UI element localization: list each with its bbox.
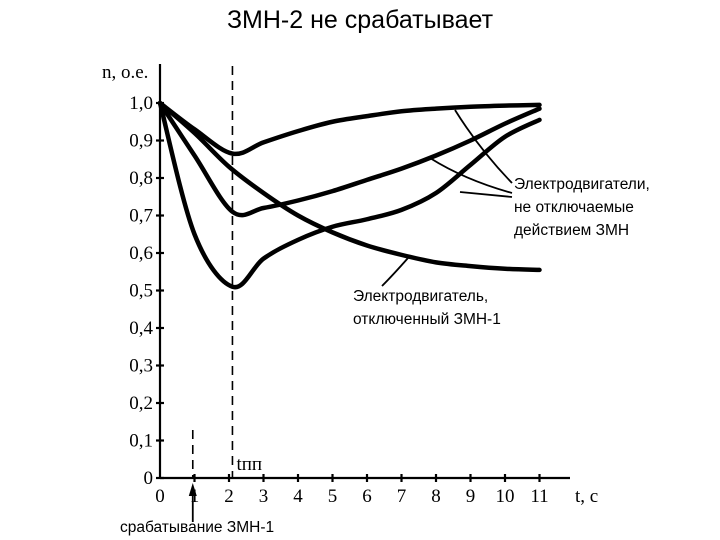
y-tick-label: 0,6 [129,243,153,264]
y-tick-label: 0,1 [129,431,153,452]
x-axis-label: t, c [575,486,598,507]
y-tick-label: 0,8 [129,168,153,189]
annotation-1-line: не отключаемые [514,199,634,216]
x-tick-label: 6 [362,486,372,507]
y-tick-label: 0,5 [129,281,153,302]
leader-line-2 [429,157,513,194]
y-tick-label: 0,9 [129,131,153,152]
x-tick-label: 10 [496,486,515,507]
y-tick-label: 0,3 [129,356,153,377]
x-tick-label: 3 [259,486,269,507]
leader-line-3 [459,191,513,198]
series-line-2 [157,100,542,218]
annotation-2-line: отключенный ЗМН-1 [353,311,501,328]
zmn1-label: срабатывание ЗМН-1 [120,519,274,536]
zmn1-arrow-head [188,483,197,496]
leader-line-4 [381,257,409,287]
x-tick-label: 1 [190,486,200,507]
series-line-4 [157,100,542,273]
y-tick-label: 0,7 [129,206,153,227]
series-line-3 [157,100,542,290]
y-axis-label: n, o.e. [102,62,148,83]
x-tick-label: 5 [328,486,338,507]
x-tick-label: 4 [293,486,303,507]
slide-title: ЗМН-2 не срабатывает [226,6,494,34]
tpp-label: tпп [236,454,262,475]
x-tick-label: 2 [224,486,234,507]
x-tick-label: 0 [155,486,165,507]
y-tick-label: 1,0 [129,93,153,114]
x-tick-label: 8 [431,486,441,507]
y-tick-label: 0 [144,468,154,489]
x-tick-label: 11 [530,486,548,507]
y-tick-label: 0,4 [129,318,153,339]
x-tick-label: 7 [397,486,407,507]
x-tick-label: 9 [466,486,476,507]
annotation-1-line: Электродвигатели, [514,176,650,193]
series-line-1 [157,100,542,157]
annotation-1-line: действием ЗМН [514,222,629,239]
leader-line-1 [454,109,513,184]
y-tick-label: 0,2 [129,393,153,414]
annotation-2-line: Электродвигатель, [353,288,488,305]
